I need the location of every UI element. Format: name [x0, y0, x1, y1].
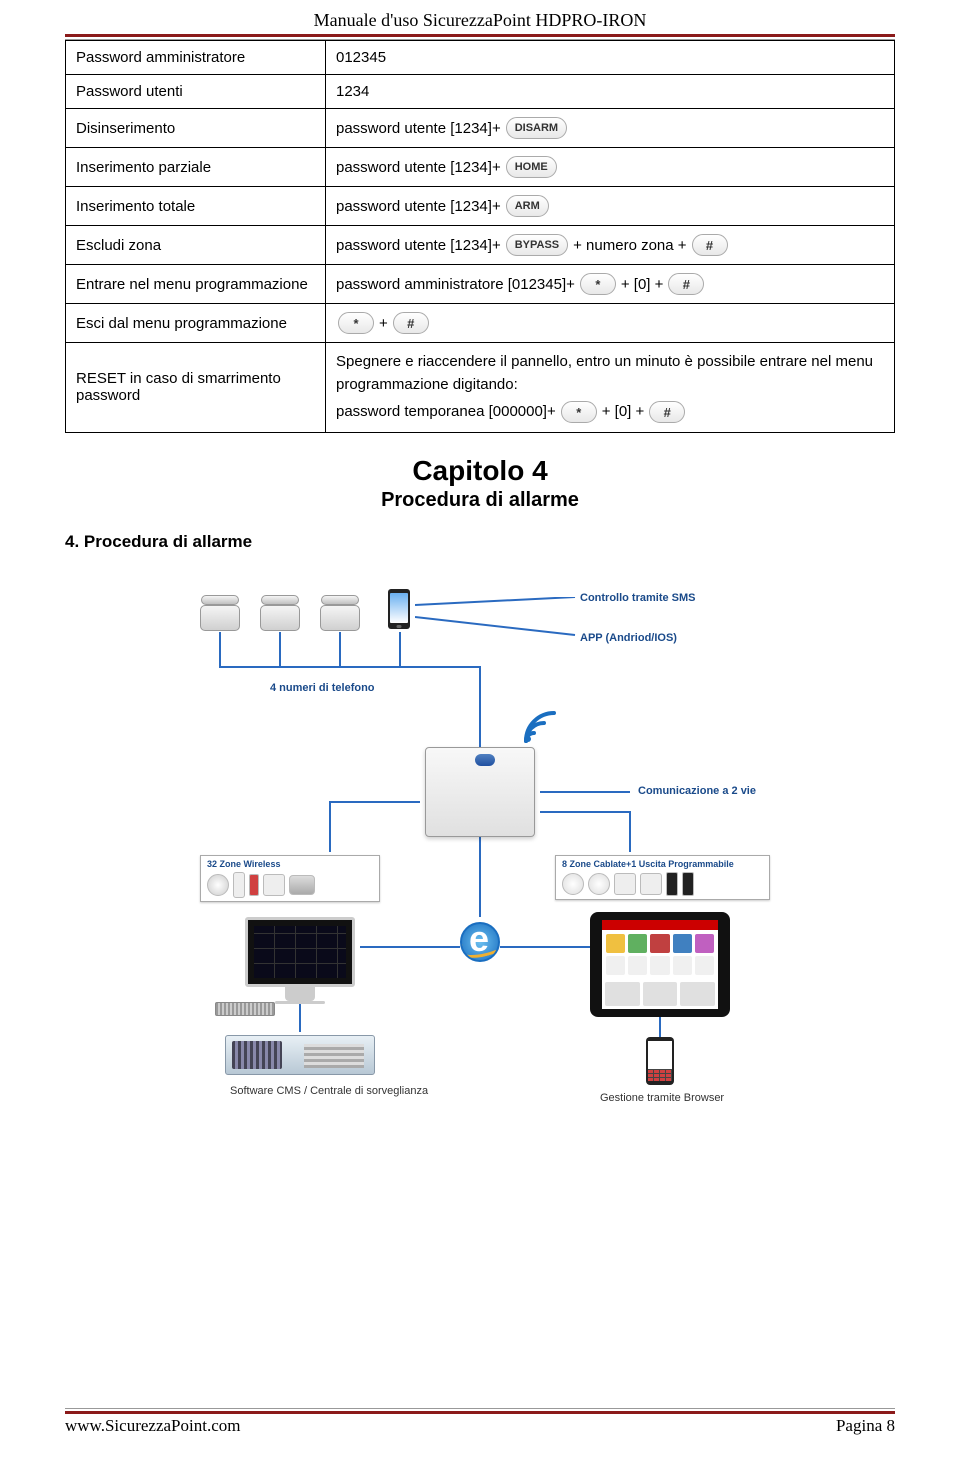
- star-key-icon: *: [338, 312, 374, 334]
- arm-key-icon: ARM: [506, 195, 549, 217]
- chapter-subtitle: Procedura di allarme: [65, 489, 895, 512]
- row-label: RESET in caso di smarrimento password: [66, 343, 326, 433]
- table-row: Esci dal menu programmazione * + #: [66, 304, 895, 343]
- home-key-icon: HOME: [506, 156, 557, 178]
- server-icon: [225, 1035, 375, 1075]
- phone-icon: [200, 595, 240, 631]
- tablet-icon: [590, 912, 730, 1017]
- internet-explorer-icon: [460, 922, 500, 962]
- footer-site: www.SicurezzaPoint.com: [65, 1416, 240, 1436]
- diagram-label-comm: Comunicazione a 2 vie: [638, 785, 756, 797]
- footer-page: Pagina 8: [836, 1416, 895, 1436]
- command-text: password amministratore [012345]+: [336, 276, 575, 293]
- phone-icon: [320, 595, 360, 631]
- diagram-arrow: [415, 597, 580, 647]
- row-label: Disinserimento: [66, 109, 326, 148]
- command-text: + [0] +: [602, 401, 645, 424]
- mobile-browser-icon: [646, 1037, 674, 1085]
- table-row: Inserimento totale password utente [1234…: [66, 187, 895, 226]
- table-row: Password utenti 1234: [66, 75, 895, 109]
- command-text: +: [379, 315, 388, 332]
- reset-text: Spegnere e riaccendere il pannello, entr…: [336, 351, 884, 396]
- row-value: 1234: [326, 75, 895, 109]
- row-label: Password amministratore: [66, 41, 326, 75]
- disarm-key-icon: DISARM: [506, 117, 567, 139]
- hash-key-icon: #: [393, 312, 429, 334]
- table-row: Password amministratore 012345: [66, 41, 895, 75]
- hash-key-icon: #: [692, 234, 728, 256]
- diagram-label-wired: 8 Zone Cablate+1 Uscita Programmabile: [562, 859, 734, 869]
- command-text: + [0] +: [621, 276, 664, 293]
- command-text: password utente [1234]+: [336, 198, 501, 215]
- pir-icon: [682, 872, 694, 896]
- row-value: 012345: [326, 41, 895, 75]
- smoke-sensor-icon: [588, 873, 610, 895]
- diagram-label-wireless: 32 Zone Wireless: [207, 859, 280, 869]
- wireless-zones-box: 32 Zone Wireless: [200, 855, 380, 902]
- row-label: Escludi zona: [66, 226, 326, 265]
- camera-icon: [289, 875, 315, 895]
- hash-key-icon: #: [649, 401, 685, 423]
- wired-zones-box: 8 Zone Cablate+1 Uscita Programmabile: [555, 855, 770, 900]
- diagram-label-cms: Software CMS / Centrale di sorveglianza: [230, 1085, 428, 1097]
- alarm-panel-icon: [425, 747, 535, 837]
- detector-icon: [640, 873, 662, 895]
- row-value: password utente [1234]+ ARM: [326, 187, 895, 226]
- row-value: password utente [1234]+ HOME: [326, 148, 895, 187]
- table-row: Disinserimento password utente [1234]+ D…: [66, 109, 895, 148]
- siren-icon: [207, 874, 229, 896]
- keypad-icon: [263, 874, 285, 896]
- header-red-line: [65, 34, 895, 37]
- table-row: Escludi zona password utente [1234]+ BYP…: [66, 226, 895, 265]
- section-heading: 4. Procedura di allarme: [65, 532, 895, 552]
- star-key-icon: *: [561, 401, 597, 423]
- document-header: Manuale d'uso SicurezzaPoint HDPRO-IRON: [65, 10, 895, 34]
- smartphone-icon: [388, 589, 410, 629]
- star-key-icon: *: [580, 273, 616, 295]
- row-label: Inserimento parziale: [66, 148, 326, 187]
- row-label: Password utenti: [66, 75, 326, 109]
- row-value: Spegnere e riaccendere il pannello, entr…: [326, 343, 895, 433]
- sensor-icon: [233, 872, 245, 898]
- diagram-label-sms: Controllo tramite SMS: [580, 592, 696, 604]
- commands-table: Password amministratore 012345 Password …: [65, 40, 895, 433]
- bypass-key-icon: BYPASS: [506, 234, 568, 256]
- hash-key-icon: #: [668, 273, 704, 295]
- system-diagram: Controllo tramite SMS APP (Andriod/IOS) …: [160, 577, 800, 1117]
- chapter-number: Capitolo 4: [65, 455, 895, 487]
- diagram-label-app: APP (Andriod/IOS): [580, 632, 677, 644]
- row-label: Entrare nel menu programmazione: [66, 265, 326, 304]
- row-value: * + #: [326, 304, 895, 343]
- chapter-title: Capitolo 4 Procedura di allarme: [65, 455, 895, 512]
- row-label: Inserimento totale: [66, 187, 326, 226]
- wifi-icon: [520, 707, 560, 747]
- row-value: password utente [1234]+ DISARM: [326, 109, 895, 148]
- command-text: + numero zona +: [573, 237, 686, 254]
- phone-icon: [260, 595, 300, 631]
- table-row: Entrare nel menu programmazione password…: [66, 265, 895, 304]
- pir-icon: [666, 872, 678, 896]
- diagram-label-phones: 4 numeri di telefono: [270, 682, 375, 694]
- command-text: password utente [1234]+: [336, 120, 501, 137]
- command-text: password temporanea [000000]+: [336, 401, 556, 424]
- smoke-sensor-icon: [562, 873, 584, 895]
- command-text: password utente [1234]+: [336, 237, 501, 254]
- page-footer: www.SicurezzaPoint.com Pagina 8: [65, 1408, 895, 1436]
- table-row: Inserimento parziale password utente [12…: [66, 148, 895, 187]
- monitor-icon: [245, 917, 355, 1007]
- detector-icon: [614, 873, 636, 895]
- row-value: password amministratore [012345]+ * + [0…: [326, 265, 895, 304]
- button-icon: [249, 874, 259, 896]
- table-row: RESET in caso di smarrimento password Sp…: [66, 343, 895, 433]
- keyboard-icon: [215, 1002, 275, 1016]
- diagram-label-browser: Gestione tramite Browser: [600, 1092, 724, 1104]
- command-text: password utente [1234]+: [336, 159, 501, 176]
- row-value: password utente [1234]+ BYPASS + numero …: [326, 226, 895, 265]
- row-label: Esci dal menu programmazione: [66, 304, 326, 343]
